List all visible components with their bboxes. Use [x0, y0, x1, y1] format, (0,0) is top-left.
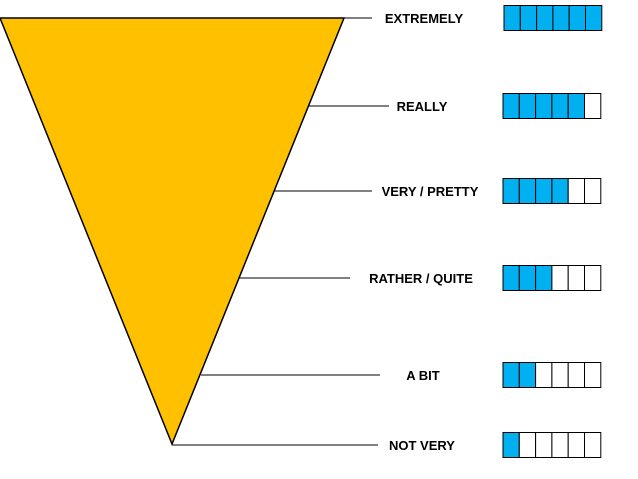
level-row: EXTREMELY — [344, 5, 603, 31]
meter-segment-empty — [551, 362, 569, 388]
meter-segment-filled — [535, 93, 553, 119]
intensity-meter — [502, 178, 602, 204]
meter-segment-filled — [551, 93, 569, 119]
level-label: NOT VERY — [389, 438, 455, 453]
level-row: VERY / PRETTY — [274, 178, 602, 204]
meter-segment-filled — [535, 265, 553, 291]
level-label: EXTREMELY — [385, 11, 464, 26]
intensity-meter — [502, 432, 602, 458]
intensity-funnel — [0, 17, 346, 447]
meter-segment-filled — [536, 5, 554, 31]
level-row: A BIT — [201, 362, 602, 388]
meter-segment-empty — [584, 362, 602, 388]
meter-segment-empty — [567, 265, 586, 291]
meter-segment-empty — [567, 432, 586, 458]
meter-segment-filled — [519, 5, 538, 31]
level-row: RATHER / QUITE — [239, 265, 602, 291]
meter-segment-filled — [502, 178, 520, 204]
meter-segment-empty — [567, 362, 586, 388]
meter-segment-empty — [535, 362, 553, 388]
meter-segment-empty — [567, 178, 586, 204]
meter-segment-empty — [518, 432, 537, 458]
meter-segment-filled — [568, 5, 587, 31]
meter-segment-empty — [584, 93, 602, 119]
meter-segment-empty — [535, 432, 553, 458]
meter-segment-filled — [518, 93, 537, 119]
meter-segment-filled — [502, 432, 520, 458]
meter-segment-filled — [502, 362, 520, 388]
meter-segment-filled — [518, 178, 537, 204]
meter-segment-empty — [584, 178, 602, 204]
intensity-meter — [503, 5, 603, 31]
meter-segment-filled — [503, 5, 521, 31]
intensity-levels: EXTREMELY REALLY VERY / PRETTY RATHER / QUI… — [172, 5, 603, 458]
level-row: NOT VERY — [172, 432, 602, 458]
meter-segment-filled — [502, 93, 520, 119]
meter-segment-empty — [584, 432, 602, 458]
level-row: REALLY — [309, 93, 602, 119]
intensity-meter — [502, 362, 602, 388]
meter-segment-empty — [551, 432, 569, 458]
level-label: REALLY — [397, 99, 448, 114]
meter-segment-empty — [584, 265, 602, 291]
meter-segment-filled — [502, 265, 520, 291]
intensity-meter — [502, 265, 602, 291]
meter-segment-filled — [551, 178, 569, 204]
meter-segment-filled — [567, 93, 586, 119]
intensity-meter — [502, 93, 602, 119]
meter-segment-filled — [535, 178, 553, 204]
level-label: RATHER / QUITE — [369, 271, 473, 286]
level-label: A BIT — [406, 368, 440, 383]
meter-segment-filled — [585, 5, 603, 31]
meter-segment-empty — [551, 265, 569, 291]
meter-segment-filled — [552, 5, 570, 31]
level-label: VERY / PRETTY — [382, 184, 479, 199]
meter-segment-filled — [518, 362, 537, 388]
meter-segment-filled — [518, 265, 537, 291]
